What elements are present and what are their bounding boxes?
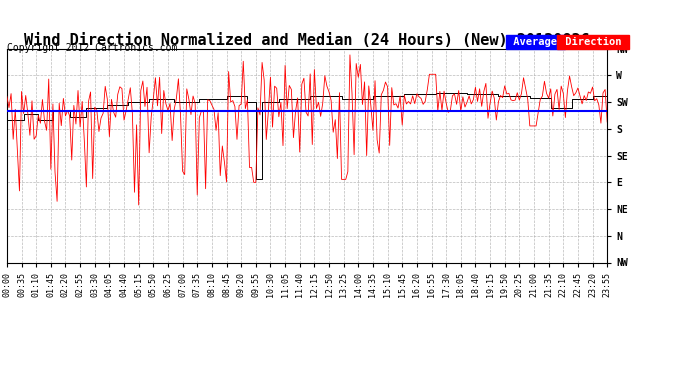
Text: Direction: Direction [559, 37, 628, 47]
Text: Copyright 2012 Cartronics.com: Copyright 2012 Cartronics.com [7, 43, 177, 52]
Text: Average: Average [507, 37, 564, 47]
Title: Wind Direction Normalized and Median (24 Hours) (New) 20120826: Wind Direction Normalized and Median (24… [24, 33, 590, 48]
